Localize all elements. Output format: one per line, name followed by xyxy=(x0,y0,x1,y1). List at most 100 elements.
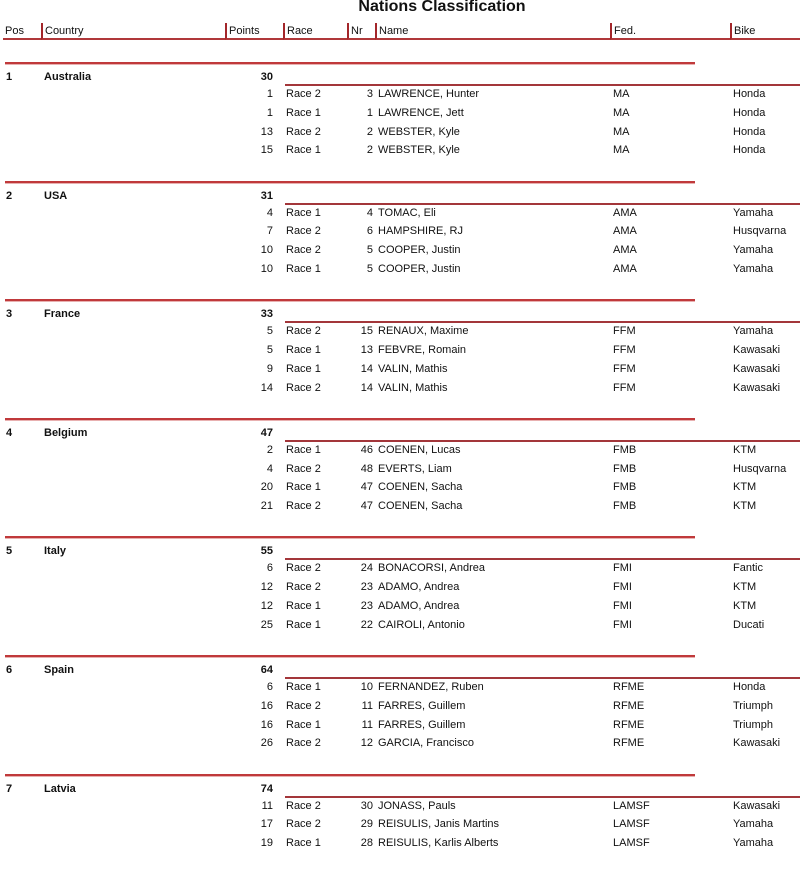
rider-nr: 28 xyxy=(360,837,373,850)
rider-points: 5 xyxy=(266,343,273,356)
rider-name: ADAMO, Andrea xyxy=(378,599,460,612)
rider-race: Race 2 xyxy=(286,462,321,475)
rider-bike: KTM xyxy=(733,500,757,513)
nation-group: 1 Australia 30 1 Race 2 3 LAWRENCE, Hunt… xyxy=(0,56,800,175)
rider-points: 7 xyxy=(266,225,273,238)
header-bike: Bike xyxy=(730,23,800,40)
rider-name: WEBSTER, Kyle xyxy=(378,144,460,157)
separator xyxy=(285,321,800,324)
rider-bike: Honda xyxy=(733,106,766,119)
rider-row: 19 Race 1 28 REISULIS, Karlis Alberts LA… xyxy=(0,834,800,853)
rider-name: TOMAC, Eli xyxy=(378,206,436,219)
rider-nr: 2 xyxy=(366,144,373,157)
nation-points: 55 xyxy=(260,545,273,558)
rider-nr: 23 xyxy=(360,581,373,594)
rider-race: Race 2 xyxy=(286,225,321,238)
rider-nr: 15 xyxy=(360,325,373,338)
rider-name: COENEN, Lucas xyxy=(378,443,461,456)
rider-bike: Triumph xyxy=(733,718,773,731)
nation-pos: 5 xyxy=(6,545,13,558)
rider-bike: Husqvarna xyxy=(733,462,787,475)
rider-nr: 10 xyxy=(360,681,373,693)
nation-pos: 2 xyxy=(6,189,13,202)
rider-fed: FFM xyxy=(613,362,636,375)
rider-bike: Kawasaki xyxy=(733,362,781,375)
nation-points: 31 xyxy=(260,189,273,202)
nation-group: 4 Belgium 47 2 Race 1 46 COENEN, Lucas F… xyxy=(0,412,800,531)
rider-bike: Kawasaki xyxy=(733,737,781,750)
nation-country: France xyxy=(44,308,81,321)
rider-points: 6 xyxy=(266,562,273,575)
rider-race: Race 2 xyxy=(286,562,321,575)
rider-fed: FFM xyxy=(613,381,636,394)
rider-points: 15 xyxy=(260,144,273,157)
nation-points: 64 xyxy=(260,664,273,676)
rider-race: Race 2 xyxy=(286,699,321,712)
rider-fed: MA xyxy=(613,88,630,100)
rider-race: Race 2 xyxy=(286,125,321,138)
rider-fed: AMA xyxy=(613,225,637,238)
nation-group: 5 Italy 55 6 Race 2 24 BONACORSI, Andrea… xyxy=(0,530,800,649)
nation-pos: 7 xyxy=(6,782,13,795)
rider-fed: FMI xyxy=(613,618,632,631)
rider-race: Race 2 xyxy=(286,799,321,812)
rider-nr: 46 xyxy=(360,443,373,456)
rider-points: 1 xyxy=(266,88,273,100)
rider-name: FEBVRE, Romain xyxy=(378,343,467,356)
rider-row: 11 Race 2 30 JONASS, Pauls LAMSF Kawasak… xyxy=(0,797,800,816)
rider-points: 2 xyxy=(266,443,273,456)
rider-name: WEBSTER, Kyle xyxy=(378,125,460,138)
rider-points: 21 xyxy=(260,500,273,513)
rider-nr: 13 xyxy=(360,343,373,356)
rider-bike: Ducati xyxy=(733,618,765,631)
rider-race: Race 2 xyxy=(286,244,321,257)
separator xyxy=(5,417,695,420)
separator xyxy=(285,84,800,86)
rider-race: Race 1 xyxy=(286,837,321,850)
rider-points: 16 xyxy=(260,718,273,731)
rider-row: 20 Race 1 47 COENEN, Sacha FMB KTM xyxy=(0,478,800,497)
rider-row: 15 Race 1 2 WEBSTER, Kyle MA Honda xyxy=(0,141,800,160)
rider-nr: 47 xyxy=(360,481,373,494)
rider-points: 16 xyxy=(260,699,273,712)
rider-name: ADAMO, Andrea xyxy=(378,581,460,594)
rider-fed: FFM xyxy=(613,325,636,338)
rider-fed: FMI xyxy=(613,599,632,612)
rider-fed: MA xyxy=(613,106,630,119)
separator xyxy=(5,180,695,183)
rider-race: Race 1 xyxy=(286,106,321,119)
rider-name: VALIN, Mathis xyxy=(378,362,448,375)
rider-points: 10 xyxy=(260,262,273,275)
nation-pos: 4 xyxy=(6,426,13,439)
rider-fed: RFME xyxy=(613,737,645,750)
rider-points: 4 xyxy=(266,462,273,475)
rider-race: Race 1 xyxy=(286,481,321,494)
rider-row: 10 Race 1 5 COOPER, Justin AMA Yamaha xyxy=(0,260,800,279)
rider-fed: RFME xyxy=(613,718,645,731)
rider-row: 4 Race 1 4 TOMAC, Eli AMA Yamaha xyxy=(0,204,800,223)
nation-points: 33 xyxy=(260,308,273,321)
rider-name: FERNANDEZ, Ruben xyxy=(378,681,484,693)
rider-fed: RFME xyxy=(613,699,645,712)
rider-row: 5 Race 2 15 RENAUX, Maxime FFM Yamaha xyxy=(0,322,800,341)
rider-race: Race 1 xyxy=(286,718,321,731)
rider-name: FARRES, Guillem xyxy=(378,699,466,712)
rider-row: 12 Race 2 23 ADAMO, Andrea FMI KTM xyxy=(0,578,800,597)
rider-row: 5 Race 1 13 FEBVRE, Romain FFM Kawasaki xyxy=(0,341,800,360)
rider-fed: MA xyxy=(613,125,630,138)
rider-fed: MA xyxy=(613,144,630,157)
rider-bike: Yamaha xyxy=(733,818,774,831)
rider-nr: 14 xyxy=(360,362,373,375)
rider-row: 6 Race 2 24 BONACORSI, Andrea FMI Fantic xyxy=(0,559,800,578)
rider-bike: Honda xyxy=(733,144,766,157)
rider-nr: 29 xyxy=(360,818,373,831)
rider-name: LAWRENCE, Hunter xyxy=(378,88,480,100)
rider-nr: 5 xyxy=(366,262,373,275)
rider-fed: AMA xyxy=(613,244,637,257)
rider-row: 16 Race 1 11 FARRES, Guillem RFME Triump… xyxy=(0,716,800,735)
rider-nr: 11 xyxy=(361,718,373,731)
nation-country: USA xyxy=(44,189,68,202)
nation-pos: 3 xyxy=(6,308,13,321)
rider-nr: 48 xyxy=(360,462,373,475)
rider-row: 7 Race 2 6 HAMPSHIRE, RJ AMA Husqvarna xyxy=(0,222,800,241)
